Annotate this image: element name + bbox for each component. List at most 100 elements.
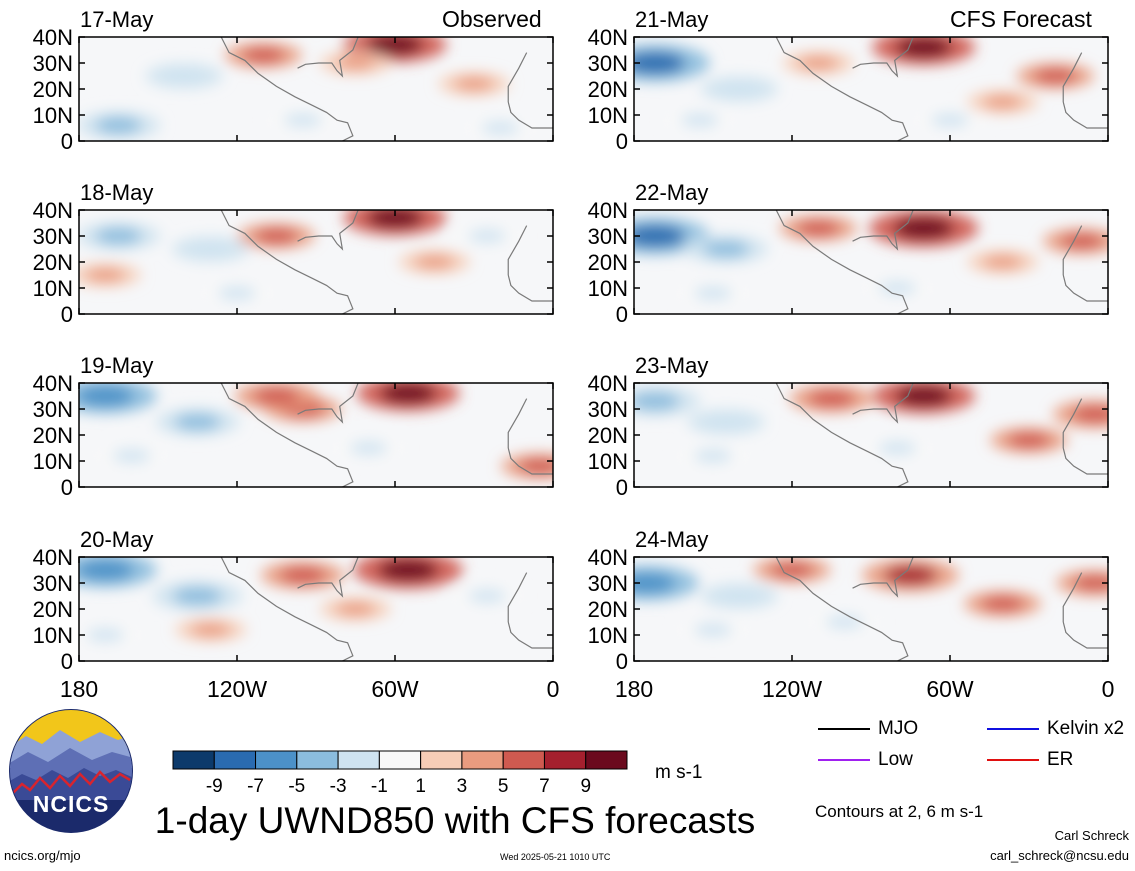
anomaly-core: [335, 602, 376, 616]
coastline: [507, 398, 528, 448]
coastline: [297, 383, 359, 424]
anomaly-core: [704, 414, 748, 430]
anomaly-core: [717, 588, 761, 604]
coastline: [507, 225, 528, 275]
x-tick-label: 0: [1102, 676, 1115, 702]
colorbar-segment: [296, 750, 339, 770]
x-tick-label: 60W: [926, 676, 974, 702]
anomaly-core: [85, 628, 125, 642]
anomaly-core: [112, 448, 152, 463]
y-tick-label: 40N: [588, 198, 628, 223]
anomaly-core: [1033, 68, 1077, 84]
anomaly-core: [877, 441, 917, 455]
anomaly-core: [1060, 233, 1104, 249]
y-tick-label: 20N: [33, 250, 73, 275]
x-tick-label: 120W: [207, 676, 267, 702]
y-tick-label: 40N: [588, 25, 628, 50]
anomaly-core: [366, 37, 424, 56]
anomaly-core: [283, 113, 323, 128]
website-link[interactable]: ncics.org/mjo: [4, 848, 81, 863]
anomaly-core: [798, 56, 838, 70]
wind-field: [634, 210, 1108, 314]
y-tick-label: 10N: [33, 276, 73, 301]
anomaly-core: [796, 220, 840, 236]
panel-date-label: 17-May: [80, 7, 153, 32]
coastline: [1062, 274, 1108, 302]
colorbar-label: 5: [498, 776, 509, 797]
y-tick-label: 10N: [588, 276, 628, 301]
colorbar-segment: [172, 750, 215, 770]
x-tick-label: 120W: [762, 676, 822, 702]
anomaly-core: [191, 622, 231, 637]
anomaly-core: [217, 286, 257, 301]
anomaly-core: [279, 566, 326, 584]
colorbar: -9 -7 -5 -3 -1 1 3 5 7 9: [172, 750, 628, 797]
main-title: 1-day UWND850 with CFS forecasts: [154, 800, 756, 841]
colorbar-segment: [337, 750, 380, 770]
anomaly-core: [241, 47, 285, 63]
coastline: [775, 37, 909, 141]
anomaly-core: [518, 458, 553, 474]
anomaly-core: [717, 81, 761, 97]
y-tick-label: 20N: [588, 423, 628, 448]
anomaly-core: [378, 558, 439, 582]
y-tick-label: 0: [61, 129, 73, 154]
coastline: [220, 210, 354, 314]
colorbar-label: 9: [580, 776, 591, 797]
y-tick-label: 10N: [33, 623, 73, 648]
coastline: [852, 37, 914, 78]
anomaly-core: [983, 95, 1023, 109]
panel-date-label: 20-May: [80, 527, 153, 552]
wind-field: [79, 37, 553, 141]
anomaly-core: [366, 210, 424, 229]
y-tick-label: 20N: [588, 77, 628, 102]
coastline: [852, 210, 914, 251]
anomaly-core: [379, 383, 437, 404]
y-tick-label: 20N: [588, 597, 628, 622]
panel-date-label: 24-May: [635, 527, 708, 552]
anomaly-core: [162, 68, 206, 84]
y-tick-label: 0: [616, 302, 628, 327]
wind-field: [634, 557, 1108, 661]
contour-note: Contours at 2, 6 m s-1: [815, 802, 984, 821]
coastline: [1062, 447, 1108, 475]
anomaly-core: [85, 268, 125, 282]
y-tick-label: 30N: [588, 397, 628, 422]
y-tick-label: 20N: [588, 250, 628, 275]
colorbar-segment: [543, 750, 587, 770]
x-tick-label: 60W: [371, 676, 419, 702]
anomaly-core: [883, 565, 938, 586]
coastline: [220, 557, 354, 661]
colorbar-label: 7: [539, 776, 550, 797]
wind-field: [79, 383, 553, 487]
y-tick-label: 40N: [33, 198, 73, 223]
colorbar-label: -5: [288, 776, 305, 797]
colorbar-segment: [378, 750, 422, 770]
coastline: [507, 572, 528, 622]
colorbar-segment: [255, 750, 298, 770]
coastline: [775, 383, 909, 487]
anomaly-core: [335, 56, 376, 70]
legend-swatch-mjo: [818, 727, 870, 730]
colorbar-label: -3: [330, 776, 347, 797]
colorbar-segment: [420, 750, 463, 770]
y-tick-label: 40N: [33, 545, 73, 570]
column-header-cfs-forecast: CFS Forecast: [950, 6, 1092, 32]
anomaly-core: [693, 448, 733, 463]
colorbar-label: 1: [415, 776, 426, 797]
anomaly-core: [174, 413, 221, 431]
coastline: [220, 383, 354, 487]
x-tick-label: 0: [547, 676, 560, 702]
y-tick-label: 20N: [33, 597, 73, 622]
anomaly-core: [634, 51, 686, 75]
legend-item-er: ER: [987, 749, 1073, 771]
legend-item-mjo: MJO: [818, 718, 918, 740]
legend-item-low: Low: [818, 749, 913, 771]
column-header-observed: Observed: [442, 6, 542, 32]
y-tick-label: 10N: [588, 449, 628, 474]
wind-field: [79, 210, 553, 314]
coastline: [1062, 398, 1083, 448]
